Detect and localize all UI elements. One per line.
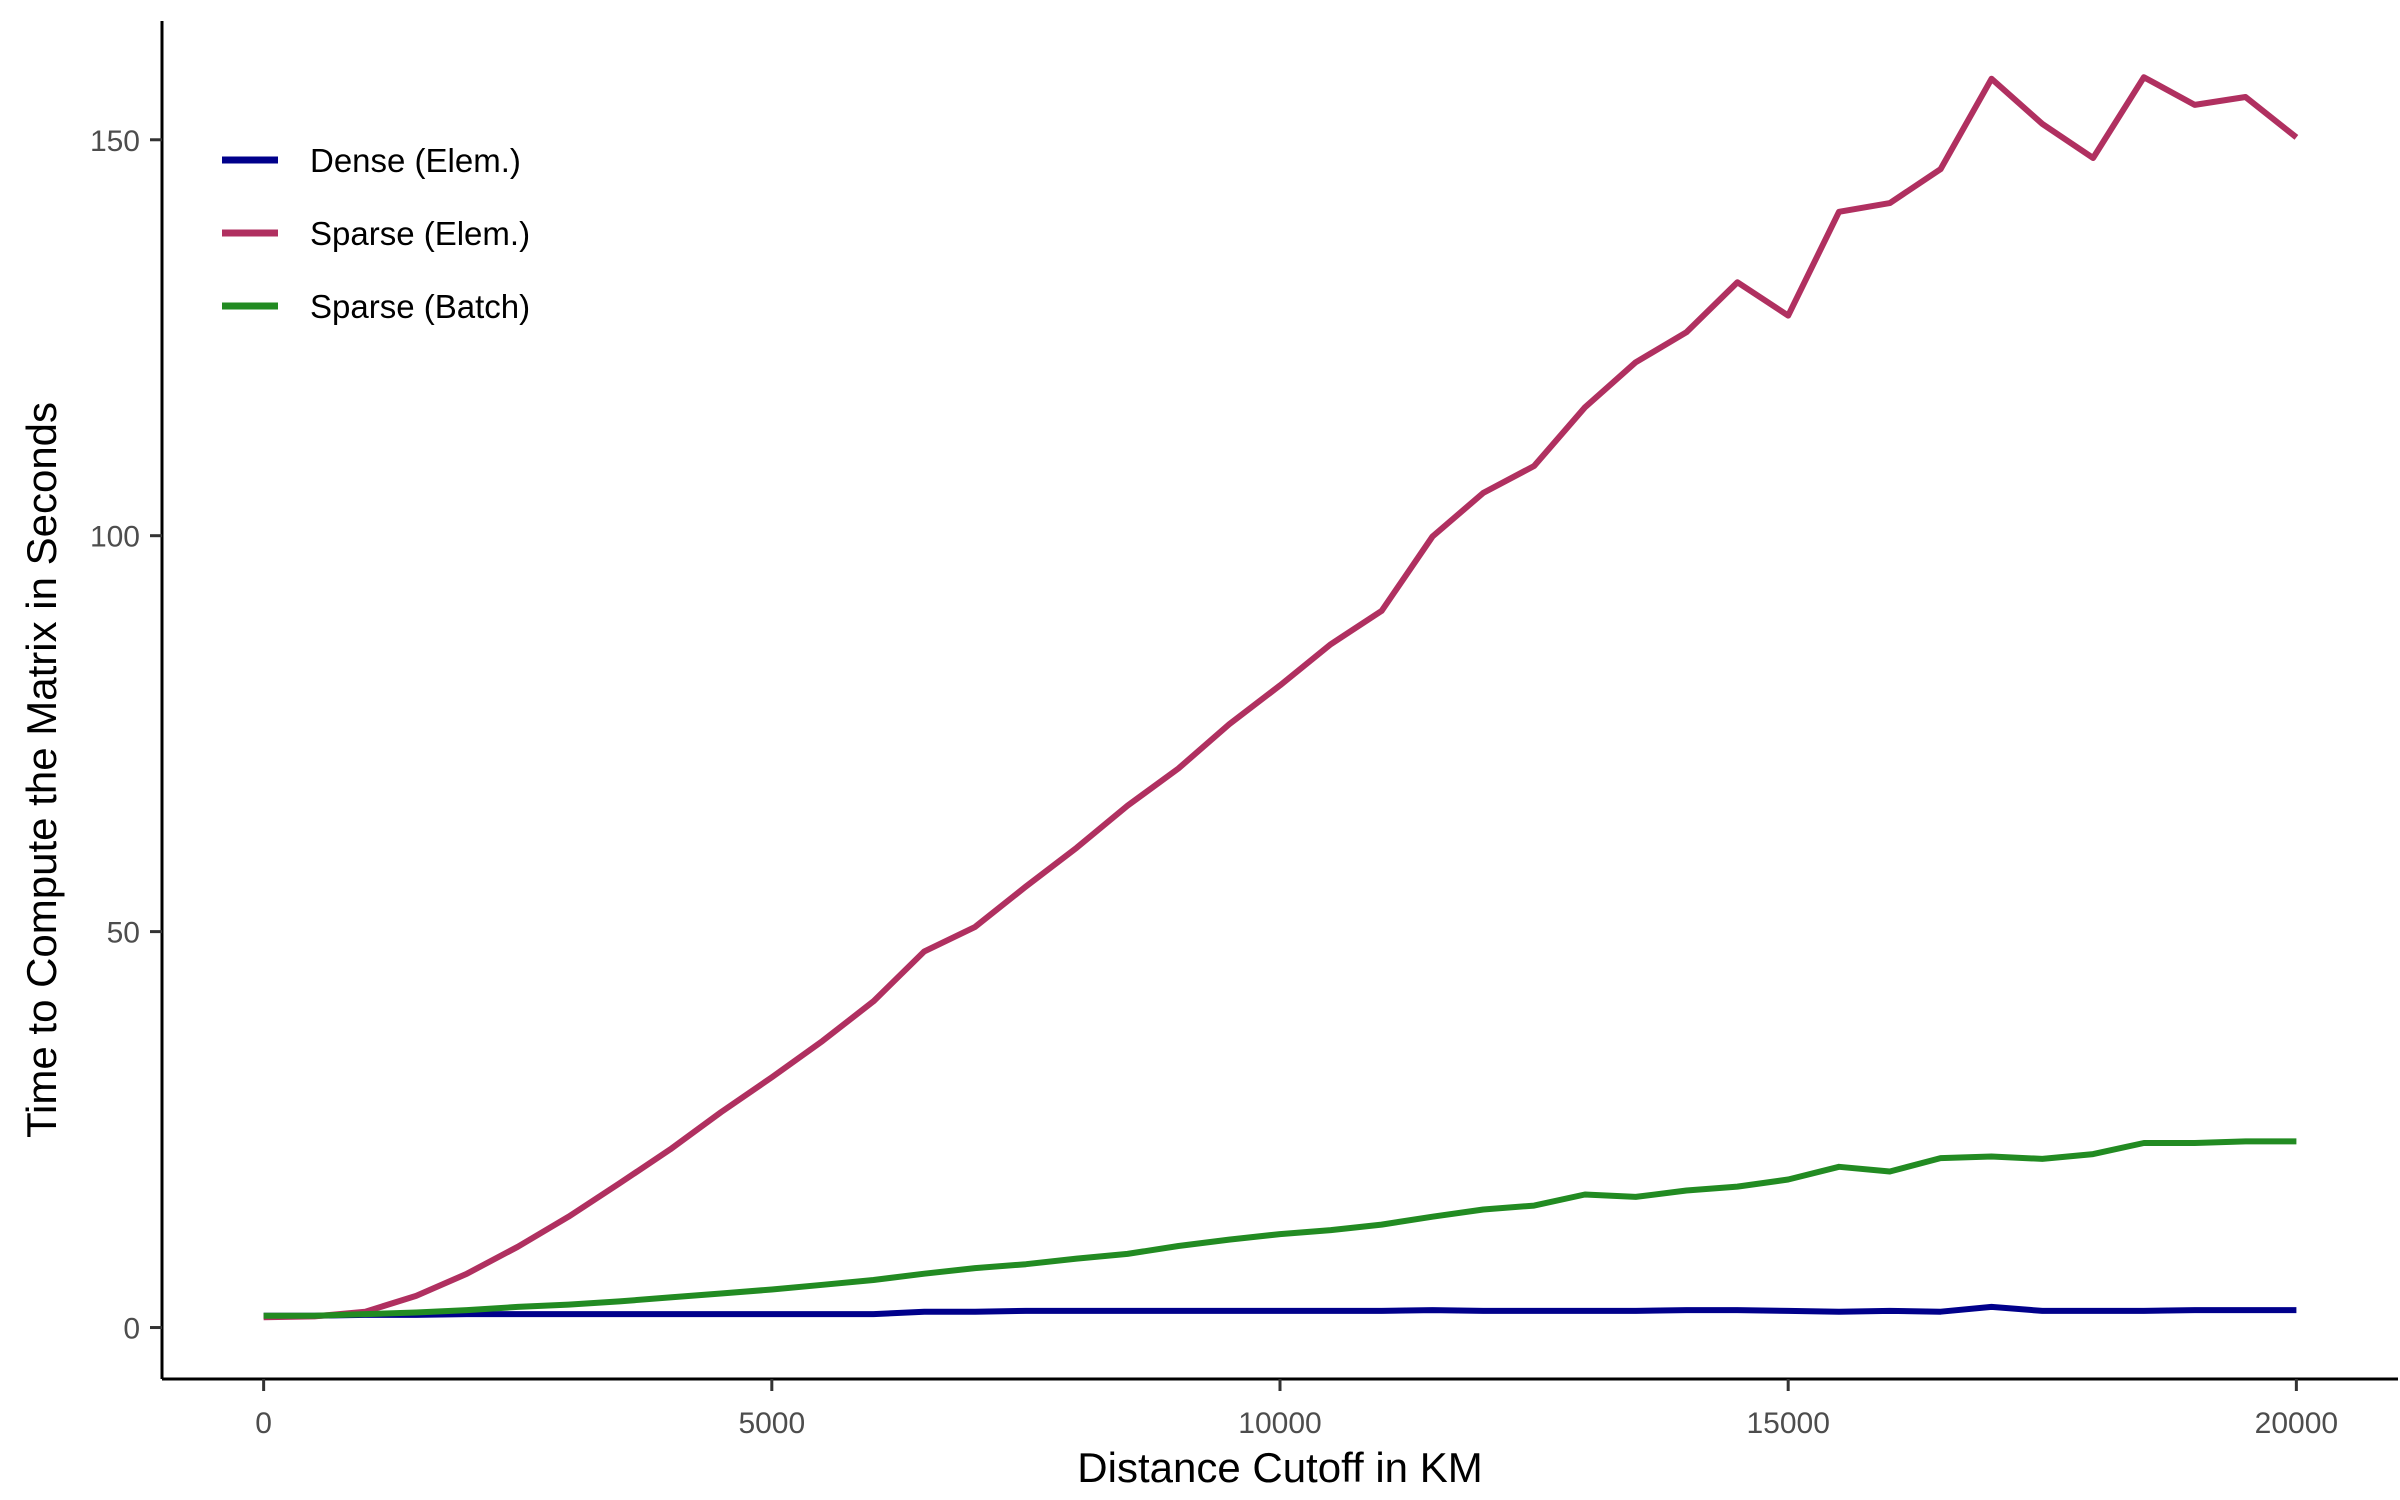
- y-tick-label: 100: [90, 521, 140, 554]
- series-lines: [263, 74, 2299, 1321]
- legend-label: Dense (Elem.): [310, 142, 521, 179]
- x-axis-title: Distance Cutoff in KM: [1077, 1444, 1482, 1491]
- y-tick-label: 150: [90, 125, 140, 158]
- series-line-sparse-elem: [263, 74, 2299, 1321]
- y-axis-ticks: 0 50 100 150: [90, 125, 162, 1346]
- x-tick-label: 0: [255, 1407, 272, 1440]
- x-axis-ticks: 0 5000 10000 15000 20000: [255, 1379, 2338, 1440]
- x-tick-label: 20000: [2255, 1407, 2338, 1440]
- x-tick-label: 10000: [1238, 1407, 1321, 1440]
- y-tick-label: 50: [107, 917, 140, 950]
- series-line-dense-elem: [263, 1303, 2297, 1319]
- legend-label: Sparse (Batch): [310, 288, 530, 325]
- y-tick-label: 0: [123, 1313, 140, 1346]
- legend: Dense (Elem.) Sparse (Elem.) Sparse (Batch…: [222, 142, 530, 325]
- legend-label: Sparse (Elem.): [310, 215, 530, 252]
- x-tick-label: 15000: [1746, 1407, 1829, 1440]
- series-line-sparse-batch: [263, 1138, 2297, 1319]
- x-tick-label: 5000: [738, 1407, 805, 1440]
- y-axis-title: Time to Compute the Matrix in Seconds: [18, 402, 65, 1138]
